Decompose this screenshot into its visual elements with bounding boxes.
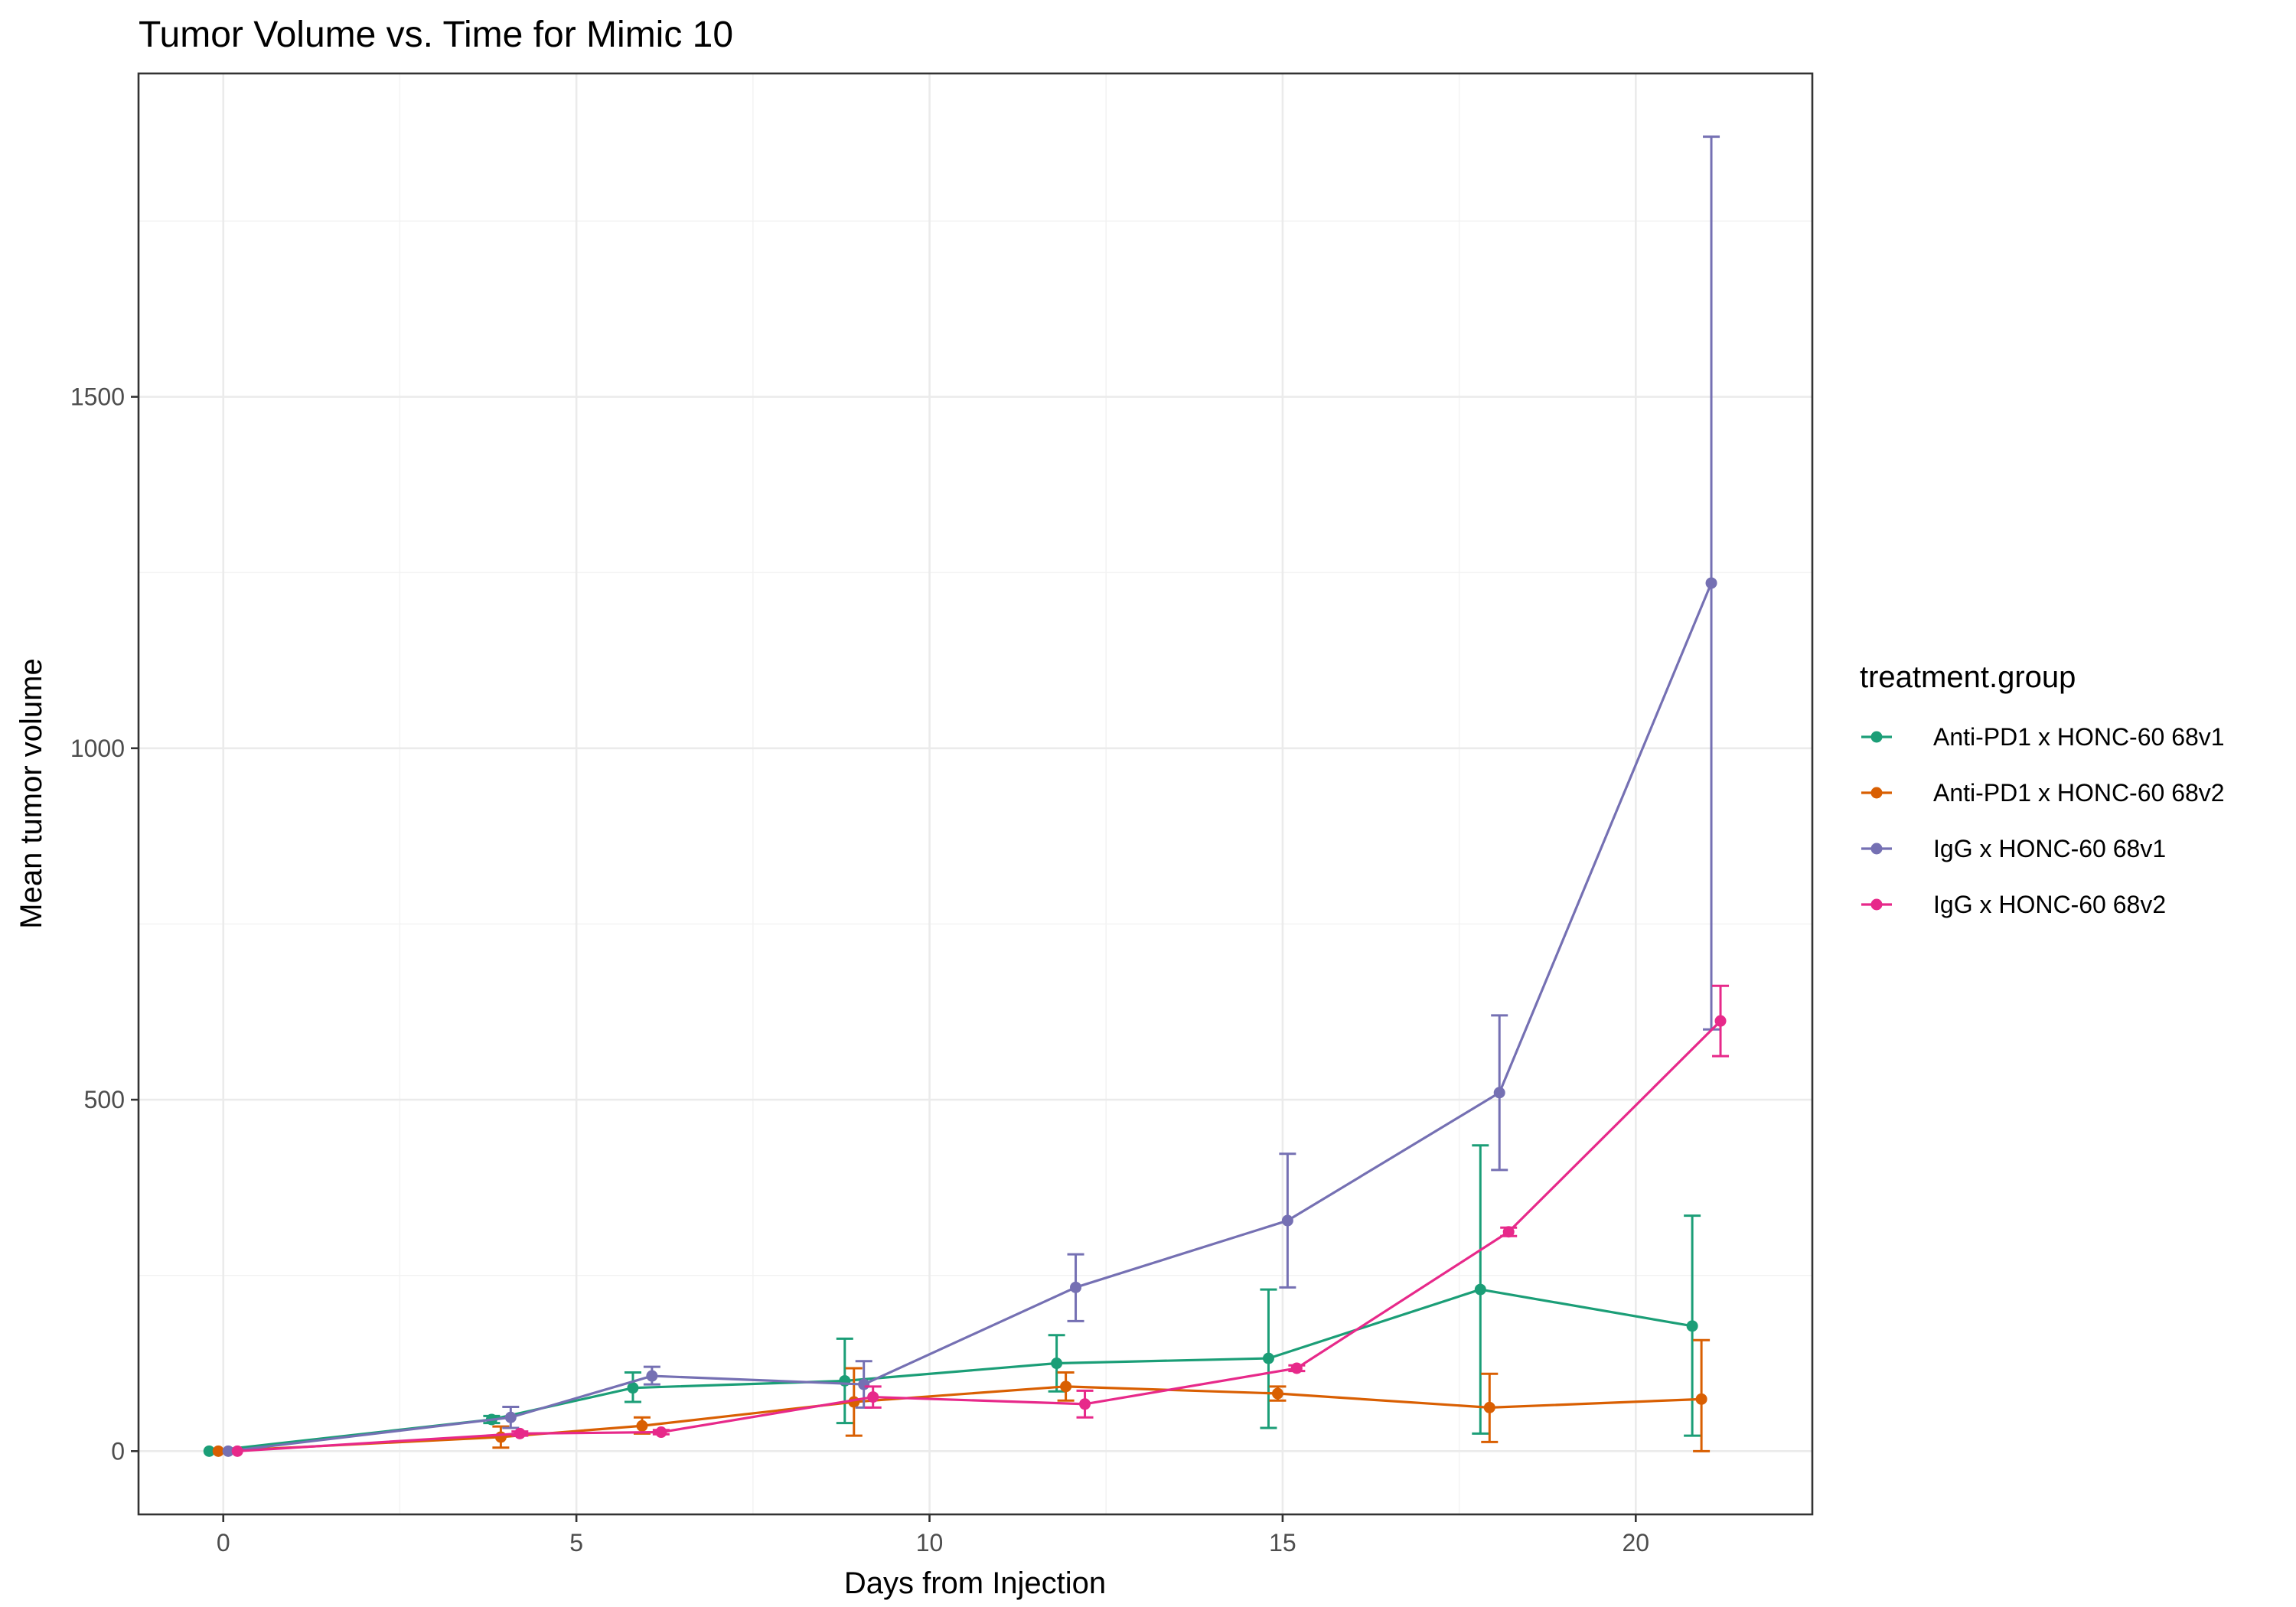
data-point [1474,1283,1486,1296]
data-point [212,1445,224,1457]
chart-title: Tumor Volume vs. Time for Mimic 10 [139,15,733,55]
data-point [514,1427,526,1439]
y-tick-label: 0 [111,1437,125,1465]
data-point [655,1426,667,1439]
x-tick-label: 15 [1269,1529,1296,1556]
data-point [646,1370,658,1382]
series-layer [203,135,1730,1457]
data-point [636,1420,648,1432]
legend-label: IgG x HONC-60 68v2 [1933,891,2166,918]
legend-item: Anti-PD1 x HONC-60 68v1 [1861,723,2225,751]
x-tick-label: 20 [1623,1529,1650,1556]
data-point [1051,1358,1063,1370]
legend-key-point [1870,898,1883,911]
legend: treatment.group Anti-PD1 x HONC-60 68v1A… [1860,660,2225,918]
y-tick-label: 1500 [70,383,125,411]
x-tick-label: 5 [569,1529,583,1556]
x-tick-label: 10 [916,1529,944,1556]
x-axis-title: Days from Injection [844,1566,1106,1600]
data-point [1483,1401,1495,1413]
data-point [231,1445,243,1457]
data-point [1070,1281,1082,1293]
plot-panel-background [139,73,1812,1514]
data-point [867,1391,879,1403]
data-point [1262,1352,1274,1364]
data-point [1290,1362,1303,1374]
series-3 [222,135,1720,1457]
x-tick-label: 0 [217,1529,230,1556]
data-point [1271,1387,1283,1400]
data-point [858,1378,870,1390]
series-line [228,582,1713,1452]
y-axis-title: Mean tumor volume [15,658,48,928]
data-point [1079,1398,1091,1410]
plot-panel-border [137,72,1814,1516]
axes: 0 5 10 15 20 0 500 1000 1500 [70,383,1649,1556]
legend-key-point [1870,843,1883,855]
legend-label: Anti-PD1 x HONC-60 68v1 [1933,723,2225,751]
data-point [203,1445,215,1457]
data-point [222,1445,234,1457]
data-point [1281,1214,1293,1227]
data-point [1493,1087,1505,1099]
data-point [627,1382,639,1394]
series-line [237,1020,1722,1452]
gridlines [139,73,1813,1514]
data-point [1686,1320,1698,1332]
data-point [494,1431,507,1443]
data-point [1060,1380,1072,1393]
legend-label: IgG x HONC-60 68v1 [1933,835,2166,862]
data-point [1695,1393,1707,1405]
legend-item: IgG x HONC-60 68v1 [1861,835,2166,862]
data-point [1705,577,1717,589]
y-tick-label: 1000 [70,735,125,762]
legend-items: Anti-PD1 x HONC-60 68v1 Anti-PD1 x HONC-6… [1861,723,2225,918]
data-point [504,1411,517,1423]
legend-item: Anti-PD1 x HONC-60 68v2 [1861,779,2225,807]
legend-label: Anti-PD1 x HONC-60 68v2 [1933,779,2225,807]
data-point [1502,1226,1515,1238]
legend-title: treatment.group [1860,660,2076,694]
legend-key-point [1870,731,1883,743]
legend-item: IgG x HONC-60 68v2 [1861,891,2166,918]
data-point [1714,1015,1727,1027]
series-4 [231,984,1730,1457]
y-tick-label: 500 [84,1086,125,1113]
legend-key-point [1870,787,1883,799]
